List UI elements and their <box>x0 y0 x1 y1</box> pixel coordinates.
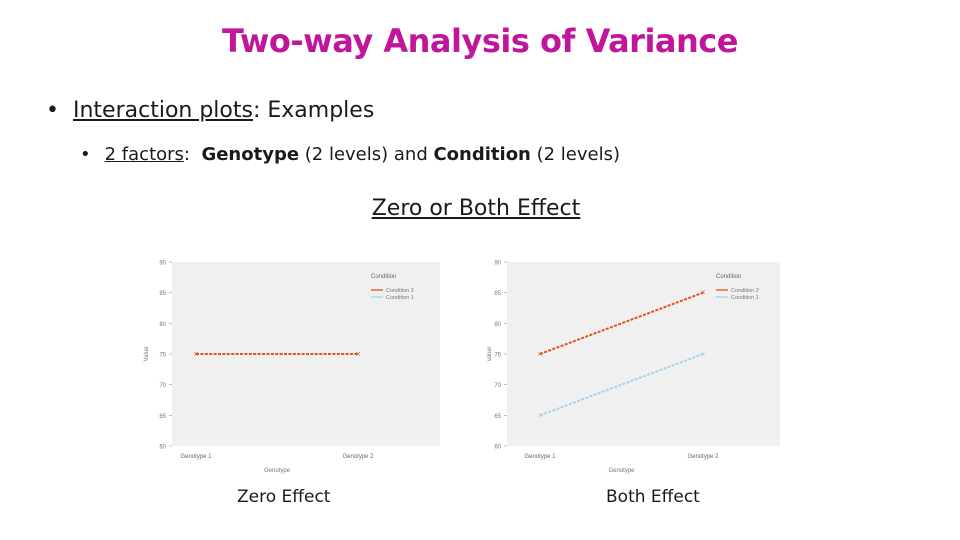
y-tick-label: 90 <box>494 261 501 267</box>
series-line <box>539 353 704 417</box>
data-point: × <box>537 350 543 358</box>
x-tick-label: Genotype 1 <box>180 454 212 460</box>
y-tick-label: 85 <box>159 291 166 297</box>
caption-both-effect: Both Effect <box>606 487 700 507</box>
y-tick-label: 75 <box>494 353 501 359</box>
y-tick-label: 85 <box>494 291 501 297</box>
y-tick-label: 80 <box>159 322 166 328</box>
data-point: × <box>355 350 361 358</box>
y-tick-label: 60 <box>159 445 166 451</box>
legend-label: Condition 1 <box>386 295 414 301</box>
interaction-plot-both-effect: 60 65 70 75 80 85 90 Genotype 1 Genotype 2 Genoty… <box>487 261 780 474</box>
x-tick-label: Genotype 1 <box>524 454 556 460</box>
legend-label: Condition 2 <box>386 288 414 294</box>
bullet1-rest: : Examples <box>252 98 375 123</box>
x-axis-label: Genotype <box>264 468 291 474</box>
y-axis-label: Value <box>144 346 150 362</box>
y-tick-label: 65 <box>494 414 501 420</box>
y-tick-label: 70 <box>159 383 166 389</box>
y-tick-label: 90 <box>159 261 166 267</box>
section-title: Zero or Both Effect <box>371 196 581 221</box>
plot-panel <box>507 262 780 446</box>
data-point: × <box>700 289 706 297</box>
legend-title: Condition <box>371 274 396 280</box>
x-axis-label: Genotype <box>608 468 635 474</box>
interaction-plot-zero-effect: 60 65 70 75 80 85 90 Genotype 1 Genotype 2 Genoty… <box>144 261 440 474</box>
factor2-levels: (2 levels) <box>530 144 620 165</box>
bullet-dot-icon: • <box>46 98 59 123</box>
y-tick-label: 75 <box>159 353 166 359</box>
bullet2-sep: : <box>183 144 202 165</box>
bullet-dot-icon: • <box>80 144 91 165</box>
legend-label: Condition 2 <box>731 288 759 294</box>
data-point: × <box>193 350 199 358</box>
data-point: × <box>355 350 361 358</box>
y-tick-label: 70 <box>494 383 501 389</box>
factor1-levels: (2 levels) and <box>299 144 434 165</box>
y-tick-label: 65 <box>159 414 166 420</box>
bullet-factors: • 2 factors: Genotype (2 levels) and Cond… <box>80 144 620 165</box>
data-point: × <box>537 411 543 419</box>
legend-label: Condition 1 <box>731 295 759 301</box>
y-tick-label: 60 <box>494 445 501 451</box>
y-axis-label: value <box>487 346 493 361</box>
bullet1-underlined: Interaction plots <box>72 98 253 123</box>
factor1-name: Genotype <box>201 144 300 165</box>
y-tick-label: 80 <box>494 322 501 328</box>
legend-title: Condition <box>716 274 741 280</box>
bullet-interaction-plots: • Interaction plots: Examples <box>46 98 374 123</box>
x-tick-label: Genotype 2 <box>342 454 374 460</box>
x-tick-label: Genotype 2 <box>687 454 719 460</box>
series-line <box>539 291 704 355</box>
data-point: × <box>700 350 706 358</box>
factor2-name: Condition <box>433 144 531 165</box>
caption-zero-effect: Zero Effect <box>237 487 331 507</box>
bullet2-underlined: 2 factors <box>104 144 184 165</box>
slide-title: Two-way Analysis of Variance <box>222 22 738 60</box>
